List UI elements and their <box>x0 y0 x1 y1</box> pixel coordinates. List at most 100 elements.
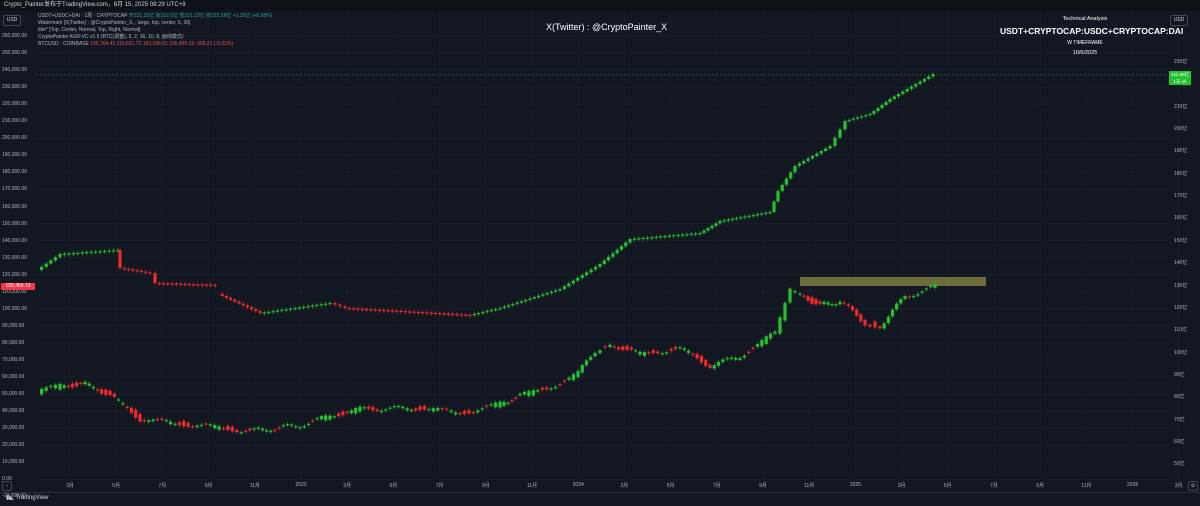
candle <box>676 234 680 237</box>
right-axis-unit-label[interactable]: USD <box>1170 15 1188 26</box>
legend-btc-symbol: BTCUSD · COINBASE <box>38 41 89 47</box>
candle <box>409 409 414 412</box>
candle <box>855 309 859 316</box>
candle <box>401 406 405 409</box>
time-axis-label: 5月 <box>112 483 121 489</box>
time-axis-label: 7月 <box>435 483 444 489</box>
candle <box>148 272 152 274</box>
candle <box>436 408 440 411</box>
left-axis-unit-label[interactable]: USD <box>3 15 21 26</box>
candle <box>545 293 549 295</box>
left-axis-tick-label: 50,000.00 <box>2 391 25 398</box>
candle <box>396 405 401 408</box>
candle <box>769 333 773 339</box>
candle <box>87 383 91 386</box>
candle <box>506 402 510 404</box>
candle <box>199 424 204 427</box>
time-axis-label: 2023 <box>295 482 307 488</box>
legend-title-indicator[interactable]: title* [Top, Center, Normal, Top, Right,… <box>38 27 141 33</box>
title-box: Technical Analysis USDT+CRYPTOCAP:USDC+C… <box>1000 16 1183 56</box>
candle <box>416 311 420 314</box>
candle <box>209 284 213 286</box>
candle <box>806 296 810 301</box>
candle <box>310 305 315 307</box>
candle <box>467 410 471 414</box>
candle <box>872 111 876 114</box>
candle <box>558 289 562 291</box>
resistance-zone <box>800 277 986 286</box>
candle <box>625 346 629 350</box>
candle <box>519 301 524 303</box>
candle <box>518 393 522 396</box>
candle <box>191 426 195 428</box>
right-axis-tick-label: 50亿 <box>1174 461 1185 468</box>
right-axis-tick-label: 70亿 <box>1174 416 1185 423</box>
candle <box>751 347 755 349</box>
candle <box>258 311 262 313</box>
legend-main-series[interactable]: USDT+USDC+DAI · 1周 · CRYPTOCAP 开221.23亿 … <box>38 13 272 20</box>
candle <box>480 408 484 410</box>
left-axis-tick-label: 120,000.00 <box>2 271 28 278</box>
candle <box>714 223 718 226</box>
candle <box>315 418 319 420</box>
candle <box>680 234 685 236</box>
candle <box>302 426 306 428</box>
bottom-bar <box>0 492 1200 506</box>
candle <box>302 306 306 308</box>
tradingview-logo: ▮◣ TradingView <box>6 494 49 501</box>
candle <box>764 212 768 214</box>
candle <box>336 413 341 417</box>
candle <box>541 294 545 296</box>
candle <box>730 218 735 220</box>
candle <box>191 284 196 286</box>
candle <box>235 430 239 433</box>
time-axis-label: 3月 <box>66 483 74 489</box>
legend-btc-series[interactable]: BTCUSD · COINBASE 105,764.41 110,631.72 … <box>38 41 233 48</box>
right-price-tag-sub: 1天 1h <box>1173 79 1187 84</box>
candle <box>802 161 806 164</box>
candle <box>142 419 146 422</box>
time-axis-label: 7月 <box>712 483 721 489</box>
candle <box>153 273 157 283</box>
settings-gear-icon[interactable]: ⚙ <box>1188 481 1198 491</box>
time-axis-label: 5月 <box>666 483 675 489</box>
candle <box>901 91 905 94</box>
candle <box>567 377 571 380</box>
candle <box>356 308 360 310</box>
candle <box>108 390 112 396</box>
candle <box>464 314 468 316</box>
candle <box>598 264 602 267</box>
candle <box>916 294 920 296</box>
candle <box>615 249 619 254</box>
right-axis-tick-label: 90亿 <box>1174 371 1185 378</box>
candle <box>267 311 271 313</box>
candle <box>506 305 511 307</box>
candle <box>324 415 328 421</box>
candle <box>298 427 302 429</box>
candle <box>554 290 558 292</box>
candle <box>230 426 234 432</box>
left-price-tag: 105,459.19 <box>1 283 35 290</box>
candle <box>354 407 358 414</box>
legend-asr-indicator[interactable]: CryptoPainter ASR-VC v1.5 (BTC(调整), 5, 2… <box>38 34 184 40</box>
left-axis-tick-label: 150,000.00 <box>2 220 28 227</box>
title-date: 16/6/2025 <box>1072 50 1098 56</box>
candle <box>755 214 760 216</box>
candle <box>689 233 693 235</box>
candle <box>818 301 822 304</box>
time-axis-label: 7月 <box>990 483 998 489</box>
legend-symbol: USDT+USDC+DAI · 1周 · CRYPTOCAP <box>38 13 128 19</box>
time-axis-label: 9月 <box>204 483 213 489</box>
candle <box>358 406 362 412</box>
candle <box>729 357 734 359</box>
candle <box>629 347 634 350</box>
price-chart[interactable] <box>0 11 1200 492</box>
candle <box>553 386 558 389</box>
candle <box>780 184 784 191</box>
candle <box>347 308 351 310</box>
candle <box>345 411 349 414</box>
candle <box>89 251 93 254</box>
candle <box>438 313 442 315</box>
legend-watermark-indicator[interactable]: Watermark [X(Twitter) : @CryptoPainter_X… <box>38 20 191 26</box>
go-back-icon[interactable]: ‹ <box>2 481 12 491</box>
